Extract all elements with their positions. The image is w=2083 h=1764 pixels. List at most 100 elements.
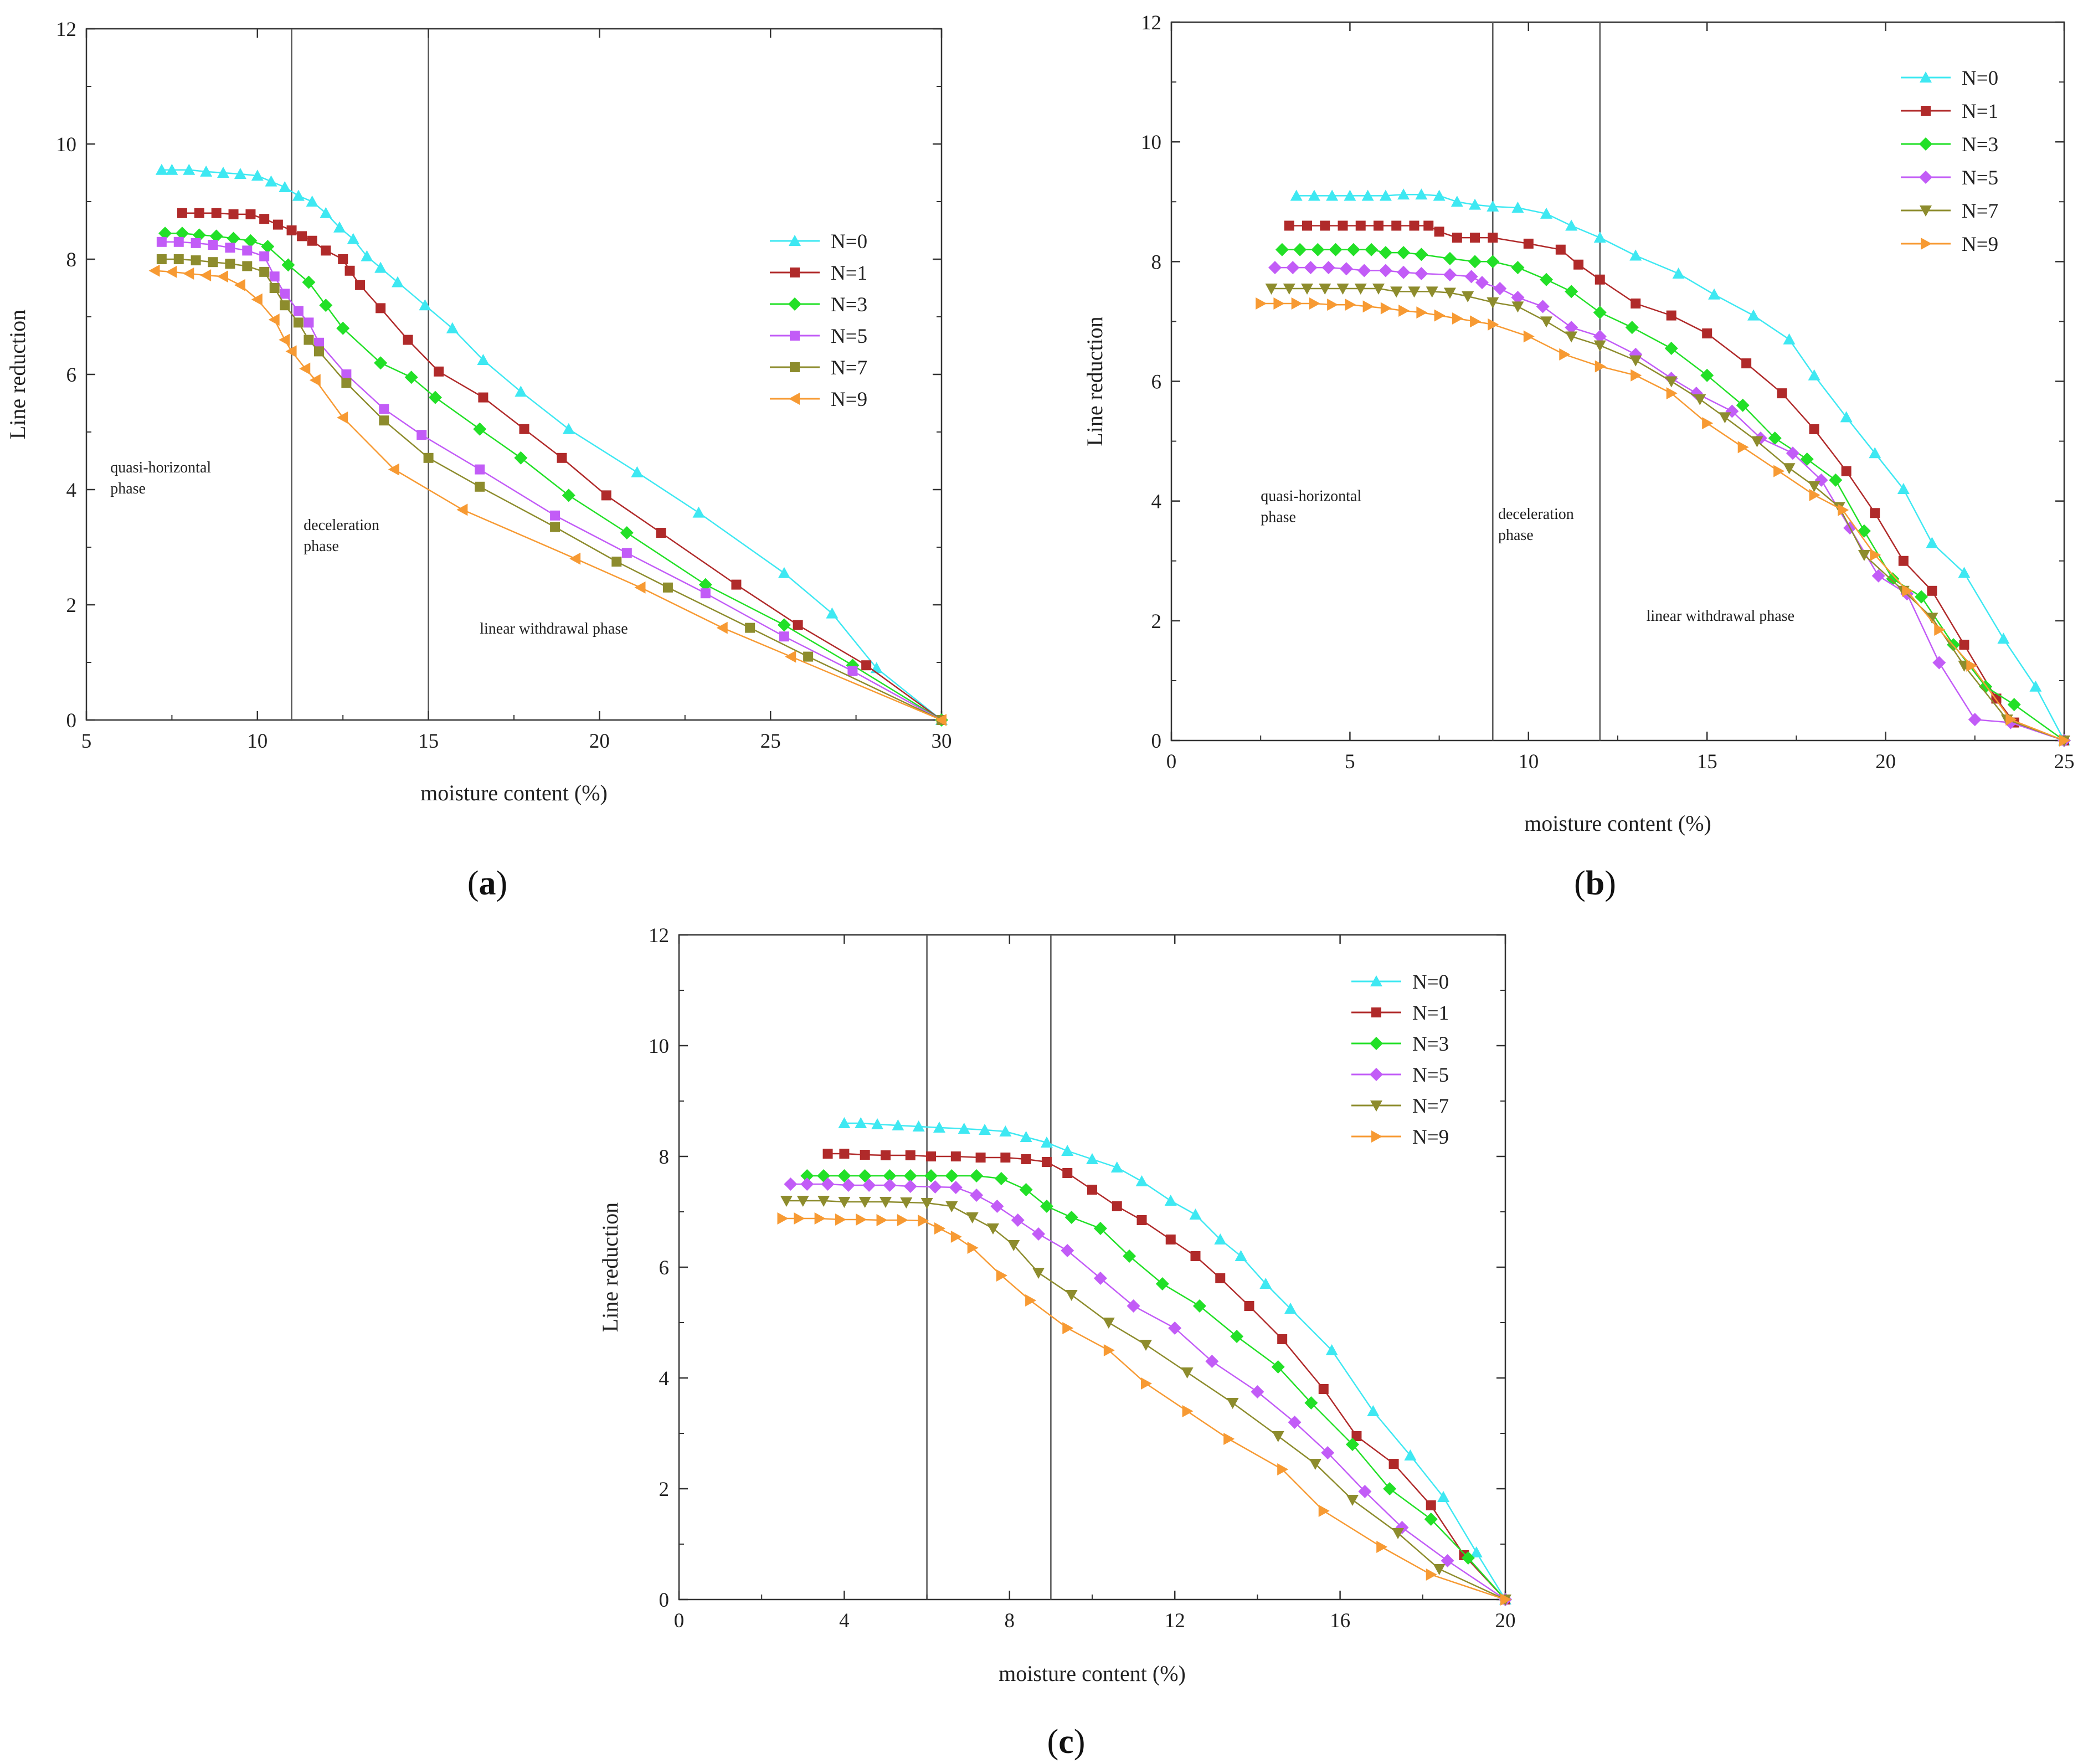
x-tick-label: 0 <box>674 1609 685 1632</box>
data-point <box>1404 1449 1417 1460</box>
series-N-7 <box>1265 283 2070 747</box>
data-point <box>191 255 201 266</box>
data-point <box>1493 281 1507 295</box>
data-point <box>912 1120 925 1132</box>
data-point <box>1025 1294 1037 1307</box>
data-point <box>403 335 413 345</box>
data-point <box>166 265 177 278</box>
phase-annotation-line: phase <box>1261 509 1296 526</box>
data-point <box>803 651 814 662</box>
data-point <box>900 1197 913 1208</box>
data-point <box>259 251 270 261</box>
legend-marker <box>1370 1068 1383 1081</box>
data-point <box>1555 244 1566 255</box>
chart-panel-c: 0 4 8 12 16 20 0 2 4 6 8 10 12 moisture content (%) Li… <box>598 924 1516 1761</box>
series-line <box>1282 249 2065 742</box>
data-point <box>745 623 755 633</box>
data-point <box>158 227 172 240</box>
phase-annotation: linear withdrawal phase <box>1647 608 1794 625</box>
data-point <box>1318 1505 1330 1517</box>
legend-marker <box>1371 1130 1382 1143</box>
data-point <box>374 261 387 273</box>
data-point <box>251 293 263 306</box>
data-point <box>996 1269 1007 1282</box>
data-point <box>1424 1513 1438 1526</box>
data-point <box>780 1196 793 1207</box>
data-point <box>1783 463 1796 475</box>
data-point <box>1540 272 1554 286</box>
data-point <box>261 240 275 254</box>
panel-label-paren-open: ( <box>1047 1723 1059 1761</box>
data-point <box>883 1179 897 1192</box>
data-point <box>862 1179 876 1192</box>
data-point <box>975 1153 986 1163</box>
data-point <box>1809 488 1820 501</box>
data-point <box>306 196 318 207</box>
data-point <box>1783 333 1796 344</box>
data-point <box>2029 680 2042 692</box>
legend-marker <box>789 235 801 246</box>
legend-marker <box>788 297 801 311</box>
data-point <box>817 1196 830 1207</box>
data-point <box>1559 348 1571 361</box>
data-point <box>1235 1250 1247 1261</box>
data-point <box>1346 243 1360 256</box>
legend-marker <box>1371 1007 1381 1017</box>
data-point <box>1997 632 2010 644</box>
data-point <box>1858 549 1870 561</box>
series-line <box>161 169 942 721</box>
data-point <box>856 1213 867 1226</box>
x-tick-label: 25 <box>2054 750 2075 773</box>
legend-label: N=0 <box>1412 971 1449 994</box>
data-point <box>1800 452 1814 466</box>
y-tick-label: 2 <box>66 594 77 617</box>
data-point <box>1256 297 1267 310</box>
data-point <box>1565 321 1578 335</box>
data-point <box>1747 309 1760 321</box>
data-point <box>313 346 324 357</box>
data-point <box>1968 713 1982 727</box>
data-point <box>1511 301 1524 313</box>
data-point <box>1565 219 1578 231</box>
data-point <box>1897 483 1910 495</box>
x-tick-label: 12 <box>1165 1609 1185 1632</box>
legend-label: N=0 <box>831 230 867 253</box>
data-point <box>1136 1215 1147 1225</box>
data-point <box>1665 376 1678 388</box>
x-tick-label: 5 <box>81 730 92 753</box>
data-point <box>1593 232 1606 243</box>
x-axis-title: moisture content (%) <box>1524 811 1711 836</box>
legend-marker <box>1921 238 1932 250</box>
data-point <box>208 240 218 250</box>
y-tick-label: 10 <box>56 133 76 156</box>
series-line <box>161 241 942 721</box>
data-point <box>1437 1491 1450 1502</box>
data-point <box>320 207 332 218</box>
data-point <box>1511 261 1525 275</box>
series-N-0 <box>155 163 948 725</box>
data-point <box>1408 286 1421 298</box>
data-point <box>183 268 194 280</box>
chart-panel-b: 0 5 10 15 20 25 0 2 4 6 8 10 12 moisture content (%) L… <box>1082 12 2075 902</box>
data-point <box>1595 274 1605 285</box>
data-point <box>785 650 796 663</box>
series-line <box>782 1217 1506 1601</box>
data-point <box>475 464 485 475</box>
data-point <box>269 271 280 282</box>
data-point <box>1773 465 1785 477</box>
data-point <box>1290 189 1303 201</box>
legend-label: N=3 <box>831 294 867 316</box>
legend-label: N=9 <box>1962 233 1998 256</box>
data-point <box>1631 298 1641 308</box>
legend-marker <box>1370 1100 1382 1112</box>
data-point <box>990 1200 1004 1213</box>
data-point <box>374 356 388 370</box>
data-point <box>1272 1431 1284 1442</box>
data-point <box>1423 220 1434 231</box>
data-point <box>434 366 444 377</box>
data-point <box>1838 503 1849 516</box>
data-point <box>1351 1431 1362 1441</box>
data-point <box>1135 1175 1148 1186</box>
series-N-3 <box>800 1169 1512 1606</box>
data-point <box>1593 340 1606 352</box>
